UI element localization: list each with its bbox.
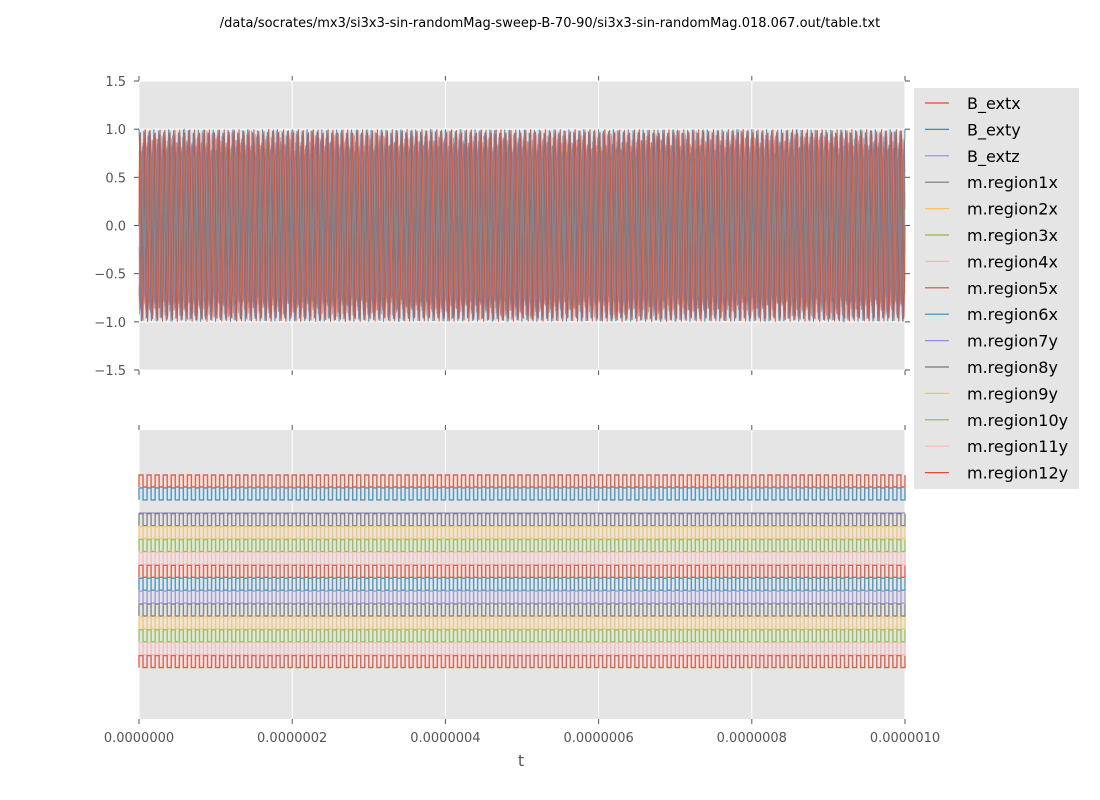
chart-title: /data/socrates/mx3/si3x3-sin-randomMag-s… bbox=[220, 16, 880, 31]
legend-item: m.region12y bbox=[925, 464, 1068, 483]
bottom-series-line-m.region8y bbox=[138, 603, 906, 617]
bottom-series-line-m.region4x bbox=[138, 551, 906, 566]
legend-item: m.region5x bbox=[925, 279, 1058, 298]
bottom-series-line-m.region10y bbox=[138, 629, 906, 643]
x-axis-label: t bbox=[518, 751, 524, 770]
bottom-axes: 0.0000000 0.0000002 0.0000004 0.0000006 0.00… bbox=[104, 425, 940, 746]
legend-label: B_extz bbox=[967, 147, 1020, 167]
top-y-tick-label: 0.5 bbox=[105, 171, 126, 186]
bottom-series-line-m.region2x bbox=[138, 525, 906, 540]
legend-box bbox=[914, 88, 1079, 489]
legend-label: m.region10y bbox=[967, 411, 1068, 430]
top-y-tick-label: −1.5 bbox=[94, 364, 126, 379]
x-tick-label: 0.0000004 bbox=[410, 731, 480, 746]
legend-label: m.region5x bbox=[967, 279, 1058, 298]
top-y-tick-label: 1.5 bbox=[105, 75, 126, 90]
legend-item: m.region8y bbox=[925, 358, 1058, 377]
bottom-series-line-m.region6x bbox=[138, 577, 906, 591]
bottom-series-line-m.region5x bbox=[138, 564, 906, 578]
x-tick-label: 0.0000002 bbox=[257, 731, 327, 746]
legend-label: m.region2x bbox=[967, 200, 1058, 219]
bottom-series-line-B_extx bbox=[138, 474, 906, 488]
legend-item: m.region3x bbox=[925, 226, 1058, 245]
legend-label: m.region9y bbox=[967, 384, 1058, 403]
top-y-tick-label: −0.5 bbox=[94, 268, 126, 283]
bottom-series-line-m.region1x bbox=[138, 513, 906, 527]
legend-item: B_extx bbox=[925, 94, 1021, 114]
legend-label: m.region6x bbox=[967, 305, 1058, 324]
legend-item: m.region4x bbox=[925, 252, 1058, 271]
bottom-series-line-m.region12y bbox=[138, 654, 906, 669]
x-tick-label: 0.0000010 bbox=[870, 731, 940, 746]
bottom-series-line-m.region11y bbox=[138, 642, 906, 656]
legend-label: B_exty bbox=[967, 120, 1021, 140]
legend-item: m.region7y bbox=[925, 332, 1058, 351]
bottom-series-line-B_exty bbox=[138, 487, 906, 501]
x-tick-label: 0.0000006 bbox=[563, 731, 633, 746]
top-series-line-B_extx bbox=[138, 129, 906, 322]
legend-item: m.region6x bbox=[925, 305, 1058, 324]
legend-item: m.region2x bbox=[925, 200, 1058, 219]
legend: B_extx B_exty B_extz m.region1x m.region2x m.… bbox=[914, 88, 1079, 489]
legend-item: B_exty bbox=[925, 120, 1021, 140]
legend-label: m.region11y bbox=[967, 437, 1068, 456]
bottom-series-line-m.region7y bbox=[138, 590, 906, 604]
legend-label: m.region4x bbox=[967, 252, 1058, 271]
x-tick-label: 0.0000000 bbox=[104, 731, 174, 746]
legend-label: m.region1x bbox=[967, 173, 1058, 192]
bottom-series-line-m.region3x bbox=[138, 538, 906, 553]
x-tick-label: 0.0000008 bbox=[717, 731, 787, 746]
top-y-tick-label: 0.0 bbox=[105, 220, 126, 235]
top-y-tick-label: 1.0 bbox=[105, 123, 126, 138]
legend-label: m.region8y bbox=[967, 358, 1058, 377]
legend-label: m.region12y bbox=[967, 464, 1068, 483]
legend-label: m.region3x bbox=[967, 226, 1058, 245]
legend-item: m.region9y bbox=[925, 384, 1058, 403]
top-axes: 1.5 1.0 0.5 0.0 −0.5 −1.0 −1.5 bbox=[94, 75, 910, 379]
legend-item: B_extz bbox=[925, 147, 1020, 167]
top-y-tick-label: −1.0 bbox=[94, 316, 126, 331]
legend-label: B_extx bbox=[967, 94, 1021, 114]
legend-item: m.region11y bbox=[925, 437, 1068, 456]
legend-item: m.region1x bbox=[925, 173, 1058, 192]
legend-item: m.region10y bbox=[925, 411, 1068, 430]
bottom-series-line-m.region9y bbox=[138, 616, 906, 630]
legend-label: m.region7y bbox=[967, 332, 1058, 351]
